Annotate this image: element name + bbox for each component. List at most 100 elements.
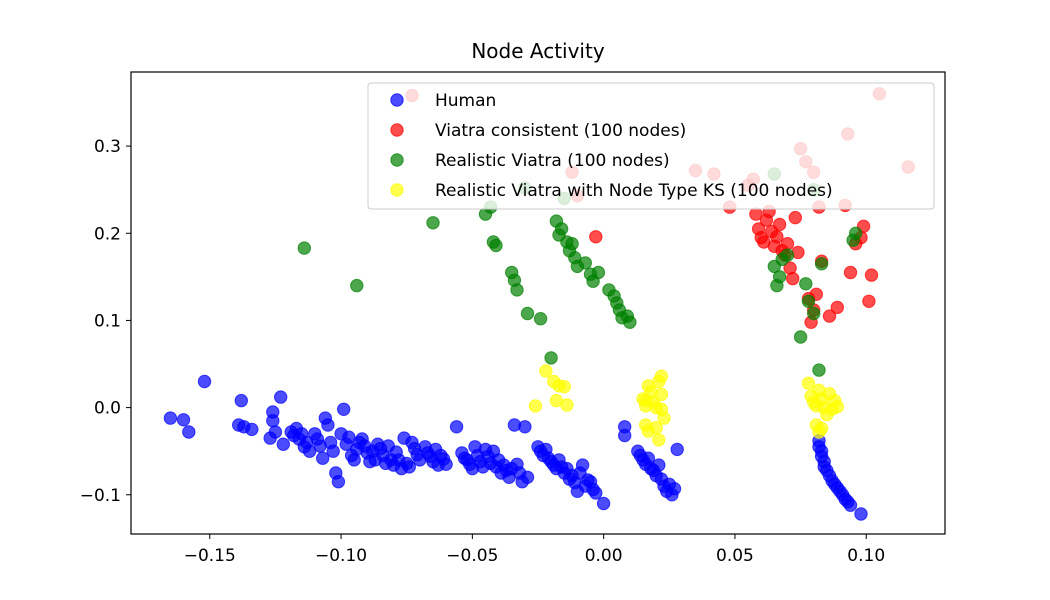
data-point — [591, 265, 606, 280]
legend-marker — [390, 123, 404, 137]
data-point — [864, 268, 879, 282]
data-point — [449, 420, 464, 434]
data-point — [772, 270, 787, 284]
data-point — [807, 306, 821, 321]
data-point — [780, 237, 795, 251]
data-point — [793, 330, 808, 344]
data-point — [510, 283, 524, 297]
legend: Human Viatra consistent (100 nodes) Realis… — [367, 82, 935, 210]
data-point — [654, 369, 669, 383]
data-point — [652, 433, 666, 447]
data-point — [337, 402, 351, 416]
y-tick-label: −0.1 — [80, 486, 121, 506]
series-2 — [297, 167, 863, 377]
data-point — [657, 411, 671, 425]
data-point — [770, 230, 784, 244]
data-point — [316, 451, 330, 465]
legend-marker — [390, 153, 404, 167]
data-point — [780, 248, 795, 262]
data-point — [176, 413, 191, 427]
y-tick-label: 0.3 — [94, 137, 121, 157]
data-point — [618, 428, 632, 443]
data-point — [402, 460, 416, 474]
x-tick-label: 0.00 — [585, 546, 623, 566]
data-point — [849, 226, 863, 241]
data-point — [788, 210, 802, 225]
data-point — [557, 380, 571, 394]
series-3 — [528, 364, 844, 447]
x-axis: −0.15 −0.10 −0.05 0.00 0.05 0.10 — [184, 534, 885, 566]
data-point — [268, 425, 283, 439]
series-0 — [163, 374, 868, 521]
points-layer — [163, 87, 915, 521]
x-tick-label: 0.05 — [716, 546, 754, 566]
data-point — [801, 294, 816, 308]
data-point — [528, 399, 543, 413]
data-point — [350, 278, 364, 293]
data-point — [589, 486, 603, 500]
y-tick-label: 0.1 — [94, 311, 121, 331]
data-point — [326, 444, 340, 458]
data-point — [520, 470, 535, 484]
data-point — [649, 421, 663, 435]
data-point — [667, 482, 682, 496]
data-point — [274, 390, 288, 404]
data-point — [234, 393, 249, 408]
data-point — [830, 400, 844, 414]
data-point — [786, 271, 800, 286]
data-point — [520, 306, 535, 321]
data-point — [560, 398, 574, 412]
y-tick-label: 0.2 — [94, 224, 121, 244]
data-point — [544, 351, 558, 365]
x-tick-label: −0.10 — [315, 546, 367, 566]
data-point — [801, 376, 816, 390]
legend-label: Realistic Viatra with Node Type KS (100 … — [435, 181, 833, 201]
data-point — [266, 414, 280, 428]
data-point — [539, 364, 553, 378]
data-point — [812, 363, 826, 377]
data-point — [854, 507, 868, 521]
data-point — [822, 309, 837, 323]
data-point — [533, 312, 548, 326]
data-point — [245, 422, 259, 437]
legend-label: Viatra consistent (100 nodes) — [435, 121, 686, 141]
data-point — [623, 315, 637, 329]
data-point — [814, 421, 829, 436]
y-axis: −0.1 0.0 0.1 0.2 0.3 — [80, 137, 131, 506]
data-point — [565, 237, 579, 251]
data-point — [843, 265, 858, 280]
data-point — [578, 256, 592, 270]
data-point — [518, 420, 532, 434]
data-point — [589, 230, 603, 244]
x-tick-label: −0.05 — [446, 546, 498, 566]
legend-marker — [390, 93, 404, 107]
legend-label: Human — [435, 91, 496, 111]
y-tick-label: 0.0 — [94, 399, 121, 419]
legend-frame — [367, 82, 935, 210]
x-tick-label: −0.15 — [184, 546, 236, 566]
data-point — [772, 217, 787, 232]
data-point — [862, 294, 876, 308]
data-point — [439, 457, 453, 471]
data-point — [426, 216, 440, 230]
data-point — [276, 437, 290, 451]
data-point — [342, 430, 356, 444]
data-point — [670, 442, 684, 457]
chart-title: Node Activity — [471, 39, 605, 63]
plot-frame — [130, 71, 946, 535]
legend-marker — [390, 183, 404, 197]
data-point — [182, 425, 196, 439]
data-point — [654, 387, 669, 402]
data-point — [799, 277, 813, 291]
data-point — [652, 458, 666, 472]
data-point — [321, 418, 335, 432]
data-point — [489, 238, 503, 253]
data-point — [163, 411, 178, 425]
data-point — [297, 241, 311, 255]
data-point — [331, 475, 346, 489]
data-point — [197, 374, 212, 389]
data-point — [843, 498, 858, 512]
data-point — [830, 300, 844, 315]
legend-label: Realistic Viatra (100 nodes) — [435, 151, 670, 171]
